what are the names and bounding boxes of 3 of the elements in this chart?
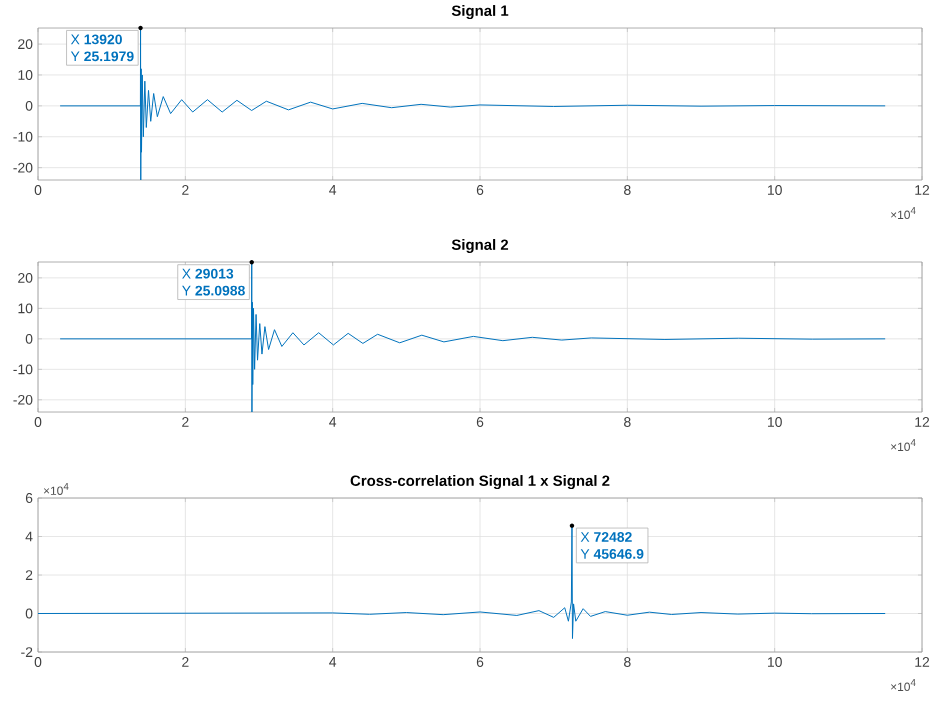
line-series bbox=[37, 523, 886, 640]
line-series bbox=[59, 260, 886, 413]
line-series bbox=[59, 25, 886, 181]
